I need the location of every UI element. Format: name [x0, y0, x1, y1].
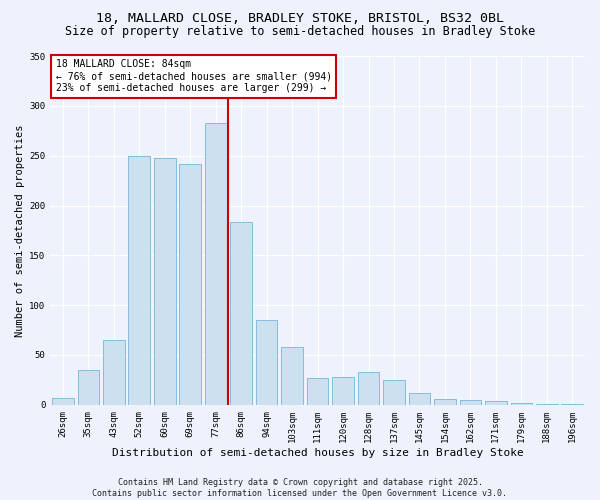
Bar [562, 404, 583, 405]
Bar [256, 320, 277, 405]
Bar [103, 340, 125, 405]
Bar [409, 393, 430, 405]
Bar [536, 404, 557, 405]
Bar [205, 123, 227, 405]
Bar [230, 222, 252, 405]
Bar [332, 377, 354, 405]
Bar [154, 158, 176, 405]
Bar [485, 401, 506, 405]
Bar [281, 347, 303, 405]
X-axis label: Distribution of semi-detached houses by size in Bradley Stoke: Distribution of semi-detached houses by … [112, 448, 523, 458]
Text: Contains HM Land Registry data © Crown copyright and database right 2025.
Contai: Contains HM Land Registry data © Crown c… [92, 478, 508, 498]
Text: 18, MALLARD CLOSE, BRADLEY STOKE, BRISTOL, BS32 0BL: 18, MALLARD CLOSE, BRADLEY STOKE, BRISTO… [96, 12, 504, 26]
Bar [434, 399, 456, 405]
Bar [511, 403, 532, 405]
Bar [77, 370, 99, 405]
Text: 18 MALLARD CLOSE: 84sqm
← 76% of semi-detached houses are smaller (994)
23% of s: 18 MALLARD CLOSE: 84sqm ← 76% of semi-de… [56, 60, 332, 92]
Bar [383, 380, 405, 405]
Bar [460, 400, 481, 405]
Bar [179, 164, 201, 405]
Bar [52, 398, 74, 405]
Text: Size of property relative to semi-detached houses in Bradley Stoke: Size of property relative to semi-detach… [65, 25, 535, 38]
Bar [358, 372, 379, 405]
Bar [307, 378, 328, 405]
Y-axis label: Number of semi-detached properties: Number of semi-detached properties [15, 124, 25, 336]
Bar [128, 156, 150, 405]
